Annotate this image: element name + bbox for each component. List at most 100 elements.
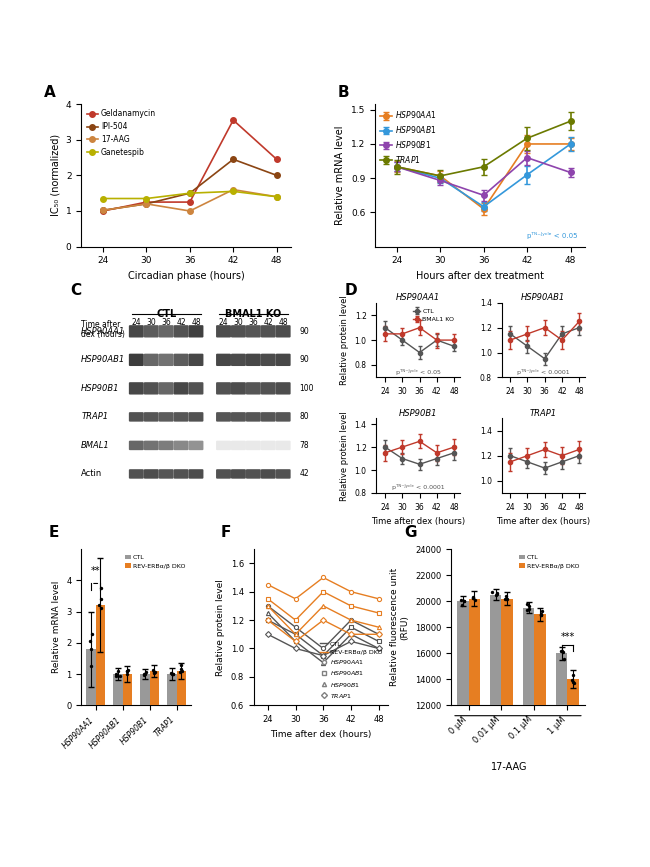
Point <box>167 667 177 681</box>
FancyBboxPatch shape <box>231 354 246 366</box>
Text: pᵀᴺ⁻ᴶʸᶜˡᵉ < 0.05: pᵀᴺ⁻ᴶʸᶜˡᵉ < 0.05 <box>396 368 441 375</box>
Text: 30: 30 <box>233 318 243 327</box>
IPI-504 <box>186 188 194 199</box>
Point <box>86 642 96 656</box>
FancyBboxPatch shape <box>276 354 291 366</box>
Bar <box>167 674 177 705</box>
Line: $\mathit{HSP90B1}$: $\mathit{HSP90B1}$ <box>266 603 381 636</box>
Point <box>94 598 105 612</box>
FancyBboxPatch shape <box>174 325 188 337</box>
Ganetespib <box>99 193 107 204</box>
Point <box>556 643 567 657</box>
$\mathit{HSP90AB1}$ <box>292 615 300 625</box>
Text: HSP90B1: HSP90B1 <box>81 384 120 393</box>
Bar <box>556 653 567 862</box>
FancyBboxPatch shape <box>261 440 276 450</box>
$\mathit{HSP90AA1}$ <box>264 579 272 590</box>
Y-axis label: IC₅₀ (normalized): IC₅₀ (normalized) <box>50 134 60 217</box>
Geldanamycin <box>99 205 107 216</box>
FancyBboxPatch shape <box>216 382 231 394</box>
Point <box>168 668 178 681</box>
17-AAG <box>186 205 194 216</box>
Point <box>177 664 188 678</box>
17-AAG <box>273 192 281 202</box>
Text: 90: 90 <box>299 355 309 364</box>
Text: BMAL1 KO: BMAL1 KO <box>225 309 281 318</box>
FancyBboxPatch shape <box>129 469 144 479</box>
Point <box>536 607 546 621</box>
$\mathit{HSP90B1}$ <box>375 622 383 632</box>
Point <box>141 665 151 679</box>
Line: IPI-504: IPI-504 <box>100 157 280 213</box>
FancyBboxPatch shape <box>216 469 231 479</box>
Point <box>536 609 546 623</box>
FancyBboxPatch shape <box>216 325 231 337</box>
$\mathit{HSP90AB1}$ <box>319 586 327 596</box>
Y-axis label: Relative protein level: Relative protein level <box>216 579 226 675</box>
Point <box>468 590 478 604</box>
Bar <box>502 598 513 862</box>
Text: B: B <box>337 85 349 100</box>
$\mathit{HSP90AA1}$ <box>375 594 383 604</box>
Point <box>486 585 497 599</box>
FancyBboxPatch shape <box>276 412 291 421</box>
FancyBboxPatch shape <box>159 412 174 421</box>
Point <box>502 592 513 606</box>
Text: 100: 100 <box>299 384 314 393</box>
Text: 90: 90 <box>299 327 309 336</box>
Title: HSP90AB1: HSP90AB1 <box>521 293 566 302</box>
Text: 24: 24 <box>131 318 141 327</box>
FancyBboxPatch shape <box>246 325 261 337</box>
Title: HSP90B1: HSP90B1 <box>399 408 437 418</box>
Text: 42: 42 <box>299 469 309 479</box>
Point <box>115 669 125 683</box>
FancyBboxPatch shape <box>144 382 159 394</box>
Point <box>122 664 132 678</box>
IPI-504 <box>273 170 281 180</box>
Legend: CTL, REV-ERBα/β DKO, $\mathit{HSP90AA1}$, $\mathit{HSP90AB1}$, $\mathit{HSP90B1}: CTL, REV-ERBα/β DKO, $\mathit{HSP90AA1}$… <box>318 639 385 702</box>
$\mathit{TRAP1}$ <box>375 629 383 640</box>
Point <box>122 667 132 681</box>
FancyBboxPatch shape <box>174 469 188 479</box>
Legend: CTL, REV-ERBα/β DKO: CTL, REV-ERBα/β DKO <box>516 552 582 571</box>
Legend: CTL, REV-ERBα/β DKO: CTL, REV-ERBα/β DKO <box>122 552 188 571</box>
Ganetespib <box>229 186 237 197</box>
Text: pᵀᴺ⁻ᴶʸᶜˡᵉ < 0.0001: pᵀᴺ⁻ᴶʸᶜˡᵉ < 0.0001 <box>392 484 445 490</box>
Point <box>166 666 176 680</box>
FancyBboxPatch shape <box>159 354 174 366</box>
Y-axis label: Relative fluorescence unit
(RFU): Relative fluorescence unit (RFU) <box>390 568 410 687</box>
Title: TRAP1: TRAP1 <box>530 408 557 418</box>
Text: BMAL1: BMAL1 <box>81 441 110 450</box>
Line: $\mathit{TRAP1}$: $\mathit{TRAP1}$ <box>266 618 381 643</box>
FancyBboxPatch shape <box>231 469 246 479</box>
IPI-504 <box>229 154 237 165</box>
$\mathit{HSP90B1}$ <box>292 629 300 640</box>
Line: HSP90AA1: HSP90AA1 <box>266 603 381 650</box>
Point <box>139 667 150 681</box>
HSP90AA1 <box>347 615 355 625</box>
Text: 17-AAG: 17-AAG <box>491 761 528 772</box>
$\mathit{HSP90B1}$ <box>319 601 327 611</box>
Bar <box>469 598 480 862</box>
FancyBboxPatch shape <box>216 412 231 421</box>
FancyBboxPatch shape <box>188 325 203 337</box>
Text: **: ** <box>91 566 100 576</box>
HSP90AA1 <box>292 622 300 632</box>
HSP90AA1 <box>319 643 327 654</box>
Point <box>150 665 160 679</box>
Text: HSP90AA1: HSP90AA1 <box>81 327 125 336</box>
Point <box>113 664 124 678</box>
FancyBboxPatch shape <box>231 382 246 394</box>
Text: 30: 30 <box>146 318 156 327</box>
Line: $\mathit{HSP90AB1}$: $\mathit{HSP90AB1}$ <box>266 590 381 623</box>
Text: C: C <box>70 284 81 298</box>
Bar <box>567 679 579 862</box>
FancyBboxPatch shape <box>144 354 159 366</box>
X-axis label: Time after dex (hours): Time after dex (hours) <box>496 518 590 526</box>
Point <box>467 591 478 605</box>
FancyBboxPatch shape <box>159 325 174 337</box>
FancyBboxPatch shape <box>276 440 291 450</box>
Text: Actin: Actin <box>81 469 103 479</box>
FancyBboxPatch shape <box>246 469 261 479</box>
FancyBboxPatch shape <box>231 412 246 421</box>
